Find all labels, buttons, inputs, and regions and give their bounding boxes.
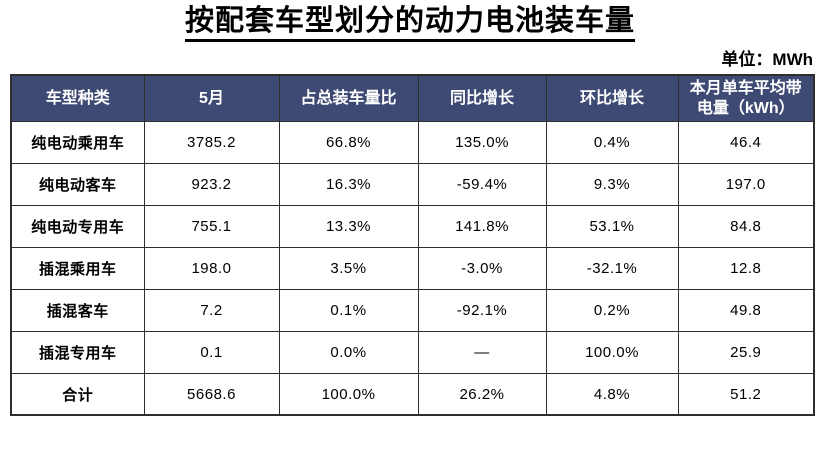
table-cell: 0.1% — [278, 288, 419, 332]
unit-label: 单位：MWh — [721, 50, 813, 70]
table-row: 插混乘用车 198.0 3.5% -3.0% -32.1% 12.8 — [10, 246, 815, 290]
table-row-total: 合计 5668.6 100.0% 26.2% 4.8% 51.2 — [10, 372, 815, 416]
battery-install-table: 车型种类 5月 占总装车量比 同比增长 环比增长 本月单车平均带电量（kWh） … — [10, 74, 815, 417]
table-cell: 26.2% — [417, 372, 547, 416]
table-cell: 51.2 — [677, 372, 815, 416]
header-avg-capacity: 本月单车平均带电量（kWh） — [677, 74, 815, 122]
table-cell: 3785.2 — [143, 120, 280, 164]
row-label-total: 合计 — [10, 372, 145, 416]
row-label: 插混乘用车 — [10, 246, 145, 290]
table-row: 纯电动客车 923.2 16.3% -59.4% 9.3% 197.0 — [10, 162, 815, 206]
table-cell: -32.1% — [545, 246, 679, 290]
title-wrap: 按配套车型划分的动力电池装车量 — [0, 5, 820, 43]
header-yoy-growth: 同比增长 — [417, 74, 547, 122]
table-cell: 5668.6 — [143, 372, 280, 416]
table-cell: 16.3% — [278, 162, 419, 206]
row-label: 纯电动客车 — [10, 162, 145, 206]
table-cell: 135.0% — [417, 120, 547, 164]
header-vehicle-type: 车型种类 — [10, 74, 145, 122]
table-cell: 53.1% — [545, 204, 679, 248]
row-label: 纯电动专用车 — [10, 204, 145, 248]
table-cell: 25.9 — [677, 330, 815, 374]
table-row: 插混客车 7.2 0.1% -92.1% 0.2% 49.8 — [10, 288, 815, 332]
table-cell: 84.8 — [677, 204, 815, 248]
header-share: 占总装车量比 — [278, 74, 419, 122]
table-cell: 46.4 — [677, 120, 815, 164]
table-row: 插混专用车 0.1 0.0% — 100.0% 25.9 — [10, 330, 815, 374]
table-row: 纯电动乘用车 3785.2 66.8% 135.0% 0.4% 46.4 — [10, 120, 815, 164]
table-cell: 4.8% — [545, 372, 679, 416]
table-cell: 9.3% — [545, 162, 679, 206]
table-cell: 13.3% — [278, 204, 419, 248]
table-cell: 755.1 — [143, 204, 280, 248]
table-cell: 923.2 — [143, 162, 280, 206]
table-cell: 197.0 — [677, 162, 815, 206]
table-cell: 198.0 — [143, 246, 280, 290]
table-cell: 49.8 — [677, 288, 815, 332]
table-cell: -92.1% — [417, 288, 547, 332]
header-mom-growth: 环比增长 — [545, 74, 679, 122]
header-may: 5月 — [143, 74, 280, 122]
row-label: 插混专用车 — [10, 330, 145, 374]
table-cell: 100.0% — [545, 330, 679, 374]
table-cell: 141.8% — [417, 204, 547, 248]
table-cell: 0.1 — [143, 330, 280, 374]
row-label: 纯电动乘用车 — [10, 120, 145, 164]
table-cell: 0.2% — [545, 288, 679, 332]
table-cell: 0.0% — [278, 330, 419, 374]
page-title: 按配套车型划分的动力电池装车量 — [184, 5, 635, 43]
table-cell: -59.4% — [417, 162, 547, 206]
table-cell: -3.0% — [417, 246, 547, 290]
table-cell: 100.0% — [278, 372, 419, 416]
table-cell: 0.4% — [545, 120, 679, 164]
table-cell: 7.2 — [143, 288, 280, 332]
table-cell: — — [417, 330, 547, 374]
table-header-row: 车型种类 5月 占总装车量比 同比增长 环比增长 本月单车平均带电量（kWh） — [10, 74, 815, 122]
table-cell: 3.5% — [278, 246, 419, 290]
table-cell: 12.8 — [677, 246, 815, 290]
table-cell: 66.8% — [278, 120, 419, 164]
row-label: 插混客车 — [10, 288, 145, 332]
table-row: 纯电动专用车 755.1 13.3% 141.8% 53.1% 84.8 — [10, 204, 815, 248]
